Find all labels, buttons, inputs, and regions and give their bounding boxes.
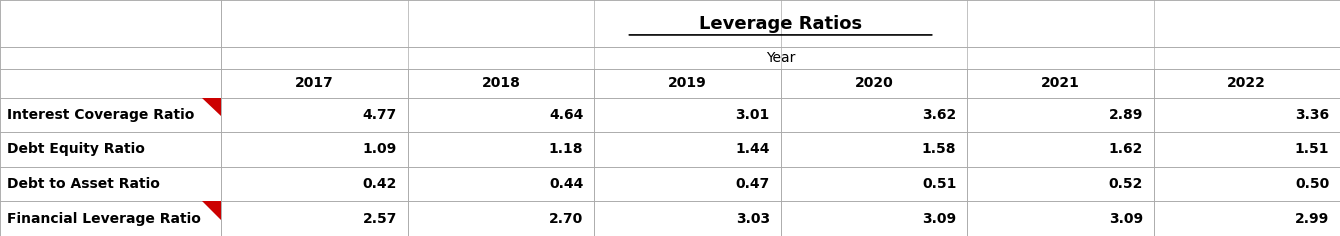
Bar xyxy=(221,201,407,236)
Text: 1.62: 1.62 xyxy=(1108,143,1143,156)
Bar xyxy=(0,47,221,69)
Text: 2.89: 2.89 xyxy=(1108,108,1143,122)
Text: 2019: 2019 xyxy=(667,76,706,90)
Bar xyxy=(0,97,221,132)
Bar xyxy=(594,132,780,167)
Text: 3.09: 3.09 xyxy=(1108,212,1143,226)
Text: 3.36: 3.36 xyxy=(1296,108,1329,122)
Bar xyxy=(1154,132,1340,167)
Bar xyxy=(221,69,407,97)
Text: 0.50: 0.50 xyxy=(1294,177,1329,191)
Bar xyxy=(0,69,221,97)
Bar xyxy=(221,0,1340,47)
Bar xyxy=(1154,97,1340,132)
Text: 1.44: 1.44 xyxy=(736,143,769,156)
Text: 2022: 2022 xyxy=(1227,76,1266,90)
Text: 0.44: 0.44 xyxy=(549,177,583,191)
Bar xyxy=(594,69,780,97)
Bar xyxy=(780,132,967,167)
Text: Debt Equity Ratio: Debt Equity Ratio xyxy=(7,143,145,156)
Text: 2.99: 2.99 xyxy=(1294,212,1329,226)
Text: Financial Leverage Ratio: Financial Leverage Ratio xyxy=(7,212,201,226)
Text: 2020: 2020 xyxy=(855,76,894,90)
Text: 2017: 2017 xyxy=(295,76,334,90)
Text: 4.77: 4.77 xyxy=(363,108,397,122)
Text: Interest Coverage Ratio: Interest Coverage Ratio xyxy=(7,108,194,122)
Bar xyxy=(967,69,1154,97)
Bar xyxy=(967,97,1154,132)
Text: 2.70: 2.70 xyxy=(549,212,583,226)
Bar xyxy=(0,167,221,201)
Text: 3.09: 3.09 xyxy=(922,212,957,226)
Bar xyxy=(221,47,1340,69)
Bar xyxy=(1154,69,1340,97)
Bar xyxy=(967,167,1154,201)
Text: 1.51: 1.51 xyxy=(1294,143,1329,156)
Text: 0.42: 0.42 xyxy=(363,177,397,191)
Bar xyxy=(221,167,407,201)
Polygon shape xyxy=(202,97,221,116)
Text: 1.18: 1.18 xyxy=(549,143,583,156)
Bar xyxy=(967,201,1154,236)
Text: 0.52: 0.52 xyxy=(1108,177,1143,191)
Bar xyxy=(221,97,407,132)
Text: 2021: 2021 xyxy=(1041,76,1080,90)
Bar xyxy=(0,201,221,236)
Bar xyxy=(0,0,221,47)
Bar xyxy=(1154,201,1340,236)
Bar xyxy=(780,201,967,236)
Text: 2.57: 2.57 xyxy=(363,212,397,226)
Bar xyxy=(594,167,780,201)
Text: 0.51: 0.51 xyxy=(922,177,957,191)
Bar xyxy=(967,132,1154,167)
Text: Leverage Ratios: Leverage Ratios xyxy=(699,15,862,33)
Bar xyxy=(407,167,594,201)
Bar xyxy=(0,132,221,167)
Text: 2018: 2018 xyxy=(481,76,520,90)
Text: 3.01: 3.01 xyxy=(736,108,769,122)
Text: 4.64: 4.64 xyxy=(549,108,583,122)
Bar xyxy=(594,201,780,236)
Text: 1.09: 1.09 xyxy=(363,143,397,156)
Bar xyxy=(407,201,594,236)
Bar xyxy=(1154,167,1340,201)
Bar xyxy=(594,97,780,132)
Bar xyxy=(780,167,967,201)
Bar xyxy=(780,97,967,132)
Text: 3.03: 3.03 xyxy=(736,212,769,226)
Bar xyxy=(407,69,594,97)
Polygon shape xyxy=(202,201,221,220)
Bar xyxy=(780,69,967,97)
Bar xyxy=(221,132,407,167)
Bar xyxy=(407,97,594,132)
Text: 3.62: 3.62 xyxy=(922,108,957,122)
Bar xyxy=(407,132,594,167)
Text: 0.47: 0.47 xyxy=(736,177,769,191)
Text: Debt to Asset Ratio: Debt to Asset Ratio xyxy=(7,177,159,191)
Text: 1.58: 1.58 xyxy=(922,143,957,156)
Text: Year: Year xyxy=(766,51,795,65)
